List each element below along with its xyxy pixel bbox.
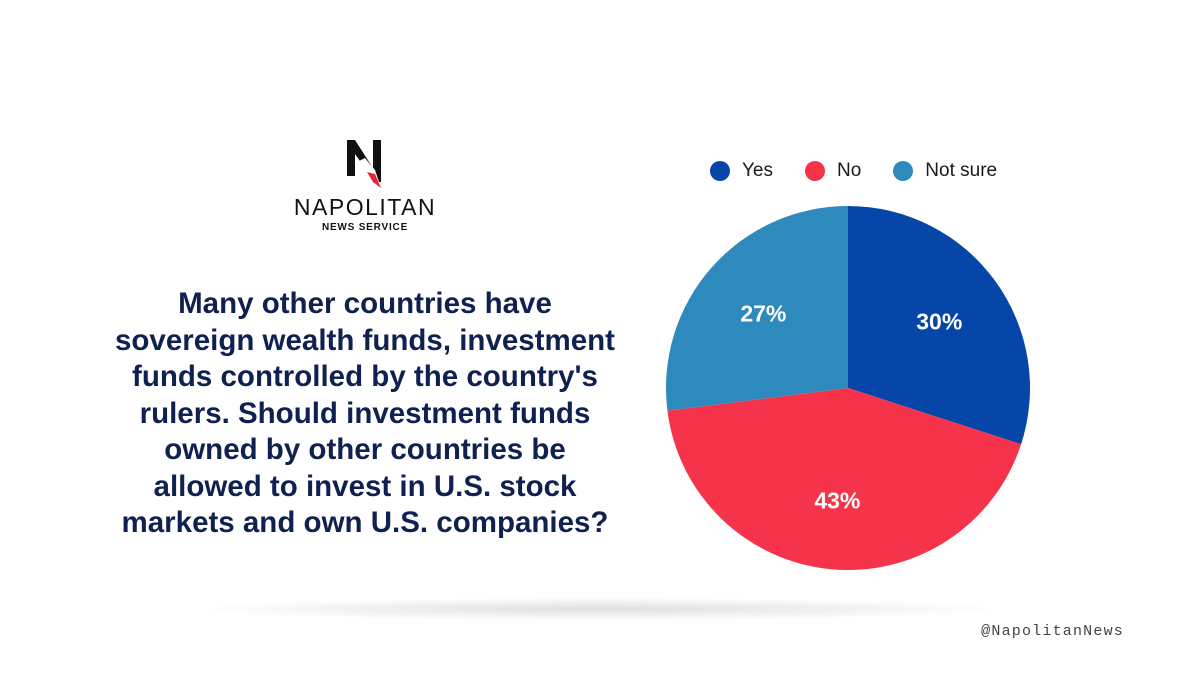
legend-item-no: No bbox=[805, 160, 861, 182]
legend-item-yes: Yes bbox=[710, 160, 773, 182]
brand-subtitle: NEWS SERVICE bbox=[321, 222, 409, 233]
legend-label-not-sure: Not sure bbox=[925, 160, 998, 181]
chart-legend: Yes No Not sure bbox=[710, 158, 997, 184]
napolitan-logo: NAPOLITAN NEWS SERVICE bbox=[280, 138, 450, 238]
legend-swatch-not-sure bbox=[893, 161, 914, 181]
pie-slice-no bbox=[667, 388, 1022, 570]
brand-name: NAPOLITAN bbox=[293, 194, 437, 220]
pie-slice-yes bbox=[848, 206, 1030, 445]
pie-label-yes: 30% bbox=[916, 309, 962, 335]
napolitan-n-icon bbox=[347, 140, 381, 188]
legend-label-yes: Yes bbox=[742, 160, 773, 181]
pie-chart: 30% 43% 27% bbox=[666, 206, 1030, 570]
legend-swatch-no bbox=[805, 161, 825, 181]
pie-label-not-sure: 27% bbox=[740, 300, 786, 326]
pie-label-no: 43% bbox=[814, 487, 860, 513]
legend-swatch-yes bbox=[710, 161, 730, 181]
legend-item-not-sure: Not sure bbox=[893, 160, 997, 182]
pie-slice-not-sure bbox=[666, 206, 848, 411]
card-shadow bbox=[200, 598, 1000, 620]
poll-question: Many other countries have sovereign weal… bbox=[115, 287, 615, 539]
social-handle: @NapolitanNews bbox=[981, 623, 1124, 640]
legend-label-no: No bbox=[837, 160, 862, 181]
